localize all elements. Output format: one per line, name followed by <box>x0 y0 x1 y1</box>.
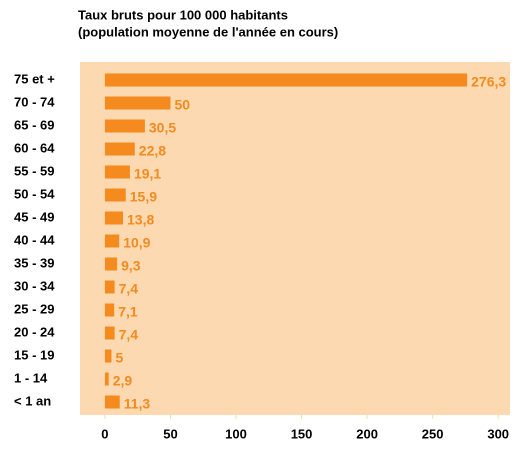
value-label: 276,3 <box>471 74 506 90</box>
y-tick-label: 15 - 19 <box>14 347 54 362</box>
bar <box>104 188 126 202</box>
y-tick-label: 70 - 74 <box>14 94 55 109</box>
x-tick-label: 150 <box>291 426 313 441</box>
y-tick-label: 45 - 49 <box>14 209 54 224</box>
chart-subtitle: (population moyenne de l'année en cours) <box>78 24 338 39</box>
value-label: 22,8 <box>139 143 166 159</box>
bar <box>104 372 109 386</box>
bar <box>104 73 468 87</box>
value-label: 5 <box>115 350 123 366</box>
value-label: 11,3 <box>124 396 151 412</box>
bar <box>104 303 115 317</box>
y-tick-label: 60 - 64 <box>14 140 55 155</box>
value-label: 15,9 <box>130 189 157 205</box>
bar <box>104 119 145 133</box>
bar <box>104 280 115 294</box>
bar <box>104 326 115 340</box>
y-tick-label: 1 - 14 <box>14 370 48 385</box>
bar <box>104 395 120 409</box>
y-tick-label: 35 - 39 <box>14 255 54 270</box>
y-tick-label: < 1 an <box>14 393 51 408</box>
y-tick-label: 50 - 54 <box>14 186 55 201</box>
y-tick-label: 65 - 69 <box>14 117 54 132</box>
value-label: 7,4 <box>119 281 139 297</box>
y-tick-label: 25 - 29 <box>14 301 54 316</box>
bar <box>104 349 112 363</box>
bar <box>104 142 135 156</box>
value-label: 2,9 <box>113 373 133 389</box>
x-tick-label: 50 <box>163 426 177 441</box>
y-tick-label: 55 - 59 <box>14 163 54 178</box>
x-tick-label: 100 <box>225 426 247 441</box>
x-tick-label: 0 <box>101 426 108 441</box>
value-label: 50 <box>174 97 190 113</box>
y-tick-label: 20 - 24 <box>14 324 55 339</box>
y-tick-label: 40 - 44 <box>14 232 55 247</box>
bar <box>104 165 130 179</box>
y-tick-label: 30 - 34 <box>14 278 55 293</box>
value-label: 13,8 <box>127 212 154 228</box>
chart-title: Taux bruts pour 100 000 habitants <box>78 7 288 22</box>
plot-background <box>80 62 510 415</box>
value-label: 19,1 <box>134 166 161 182</box>
value-label: 9,3 <box>121 258 141 274</box>
x-tick-label: 250 <box>422 426 444 441</box>
bar <box>104 234 120 248</box>
value-label: 10,9 <box>123 235 150 251</box>
value-label: 7,1 <box>118 304 138 320</box>
value-label: 7,4 <box>119 327 139 343</box>
bar <box>104 257 118 271</box>
bar <box>104 211 123 225</box>
x-tick-label: 300 <box>487 426 509 441</box>
x-tick-label: 200 <box>356 426 378 441</box>
y-tick-label: 75 et + <box>14 71 55 86</box>
bar <box>104 96 171 110</box>
value-label: 30,5 <box>149 120 176 136</box>
